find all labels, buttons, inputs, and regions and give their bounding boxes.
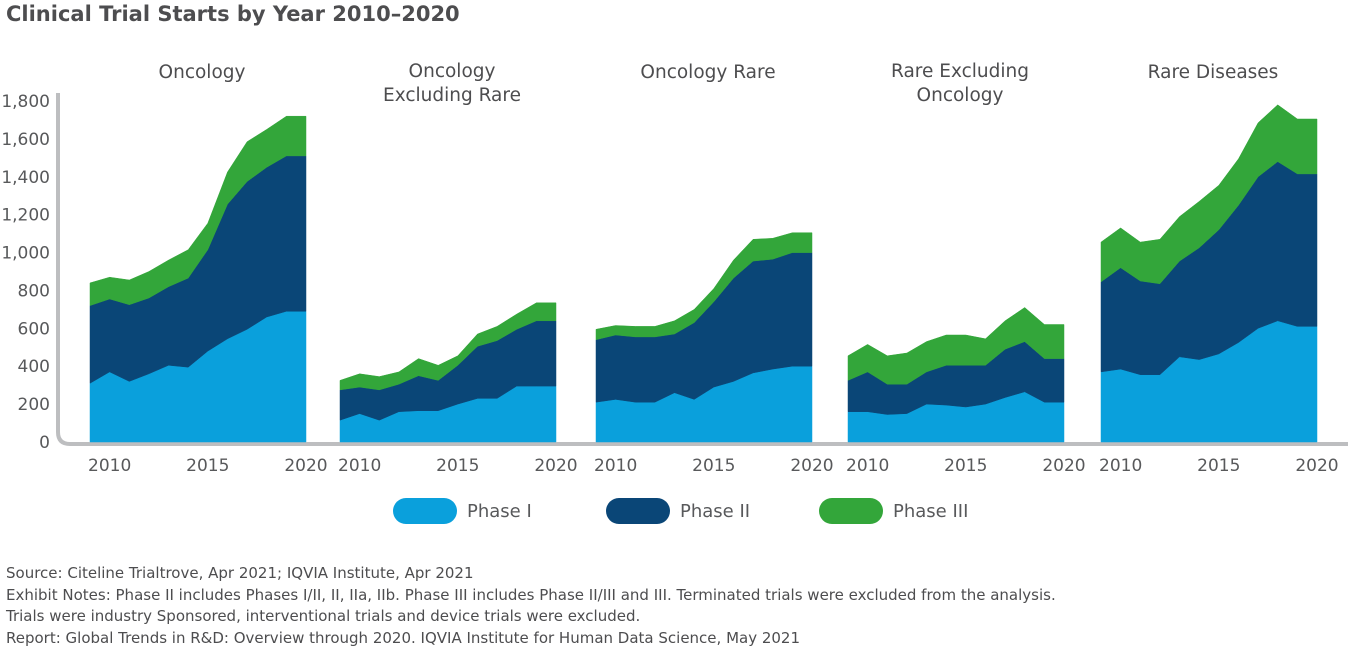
x-tick-label: 2015	[944, 456, 987, 476]
x-tick-label: 2020	[790, 456, 833, 476]
axis-frame	[56, 93, 1348, 446]
y-tick-label: 1,600	[1, 130, 50, 150]
panel-title-1: Oncology	[159, 62, 246, 83]
legend-swatch-phase-iii	[819, 498, 883, 524]
y-tick-label: 200	[18, 395, 50, 415]
x-tick-label: 2020	[534, 456, 577, 476]
footnotes: Source: Citeline Trialtrove, Apr 2021; I…	[6, 563, 1056, 649]
area-phase-iii-panel-2	[339, 302, 557, 391]
x-tick-label: 2010	[88, 456, 131, 476]
legend-swatch-phase-ii	[606, 498, 670, 524]
x-tick-label: 2015	[1197, 456, 1240, 476]
x-tick-label: 2020	[1042, 456, 1085, 476]
legend-swatch-phase-i	[393, 498, 457, 524]
legend-item-phase-i: Phase I	[393, 498, 532, 524]
panel-title-4: Rare Excluding	[891, 61, 1029, 82]
y-tick-label: 600	[18, 319, 50, 339]
y-tick-label: 400	[18, 357, 50, 377]
x-tick-label: 2010	[338, 456, 381, 476]
chart-title: Clinical Trial Starts by Year 2010–2020	[6, 2, 460, 26]
y-tick-label: 1,200	[1, 206, 50, 226]
x-tick-label: 2010	[1099, 456, 1142, 476]
panel-title-2: Excluding Rare	[383, 85, 521, 106]
area-phase-iii-panel-3	[595, 232, 813, 341]
area-phase-iii-panel-1	[89, 115, 307, 306]
chart-area: 0 200 400 600 800 1,000 1,200 1,400 1,600 1,800 On…	[1, 61, 1348, 476]
panel-title-3: Oncology Rare	[640, 62, 775, 83]
area-phase-iii-panel-5	[1100, 104, 1318, 285]
y-tick-label: 1,000	[1, 244, 50, 264]
legend-label-phase-i: Phase I	[467, 500, 532, 522]
x-tick-label: 2015	[186, 456, 229, 476]
legend-item-phase-iii: Phase III	[819, 498, 968, 524]
y-tick-label: 1,800	[1, 92, 50, 112]
x-tick-label: 2015	[436, 456, 479, 476]
panel-title-4: Oncology	[917, 85, 1004, 106]
y-tick-label: 800	[18, 281, 50, 301]
sponsorship-note: Trials were industry Sponsored, interven…	[6, 607, 641, 625]
y-tick-label: 1,400	[1, 168, 50, 188]
legend-label-phase-ii: Phase II	[680, 500, 751, 522]
report-note: Report: Global Trends in R&D: Overview t…	[6, 628, 801, 647]
area-phase-iii-panel-4	[847, 307, 1065, 385]
legend-label-phase-iii: Phase III	[893, 500, 969, 522]
x-tick-label: 2020	[1295, 456, 1338, 476]
source-note: Source: Citeline Trialtrove, Apr 2021; I…	[6, 564, 474, 582]
x-tick-label: 2010	[846, 456, 889, 476]
panel-title-5: Rare Diseases	[1148, 62, 1279, 83]
legend-item-phase-ii: Phase II	[606, 498, 750, 524]
panel-title-2: Oncology	[409, 61, 496, 82]
x-tick-label: 2015	[692, 456, 735, 476]
y-tick-label: 0	[39, 433, 50, 453]
exhibit-note: Exhibit Notes: Phase II includes Phases …	[6, 585, 1056, 604]
x-tick-label: 2020	[284, 456, 327, 476]
x-tick-label: 2010	[594, 456, 637, 476]
